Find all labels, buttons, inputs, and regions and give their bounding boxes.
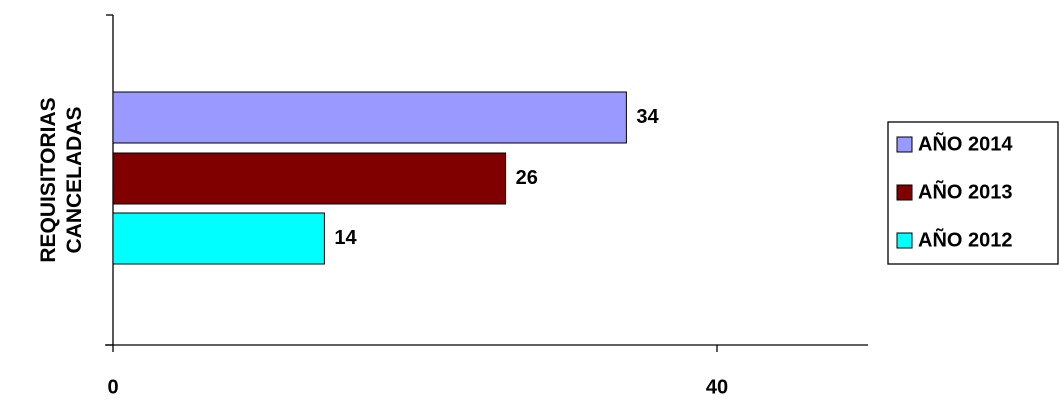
x-tick-label: 0 <box>107 376 118 398</box>
value-label: 34 <box>636 106 659 128</box>
x-tick-label: 40 <box>706 376 728 398</box>
legend-label: AÑO 2012 <box>918 228 1013 251</box>
bar <box>112 212 325 265</box>
legend-swatch <box>896 232 913 249</box>
value-label: 14 <box>334 227 357 249</box>
bar <box>112 91 627 144</box>
legend-swatch <box>896 184 913 201</box>
y-category-label: REQUISITORIAS CANCELADAS <box>37 97 86 262</box>
legend-swatch <box>896 136 913 153</box>
legend-box <box>887 121 1059 265</box>
legend-label: AÑO 2013 <box>918 180 1013 203</box>
bar <box>112 152 507 205</box>
value-label: 26 <box>516 167 538 189</box>
legend-label: AÑO 2014 <box>918 132 1013 155</box>
